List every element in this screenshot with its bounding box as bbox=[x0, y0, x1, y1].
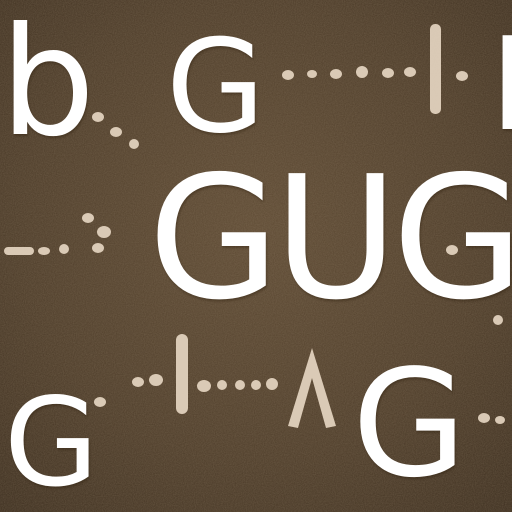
letter-g-right-bottom: G bbox=[352, 338, 467, 510]
letter-g-left-bottom: G bbox=[4, 372, 99, 512]
letter-g-top: G bbox=[166, 13, 266, 162]
letter-b: b bbox=[0, 0, 96, 170]
letter-i-right: I bbox=[490, 11, 512, 160]
word-gug: GUG bbox=[148, 140, 512, 338]
